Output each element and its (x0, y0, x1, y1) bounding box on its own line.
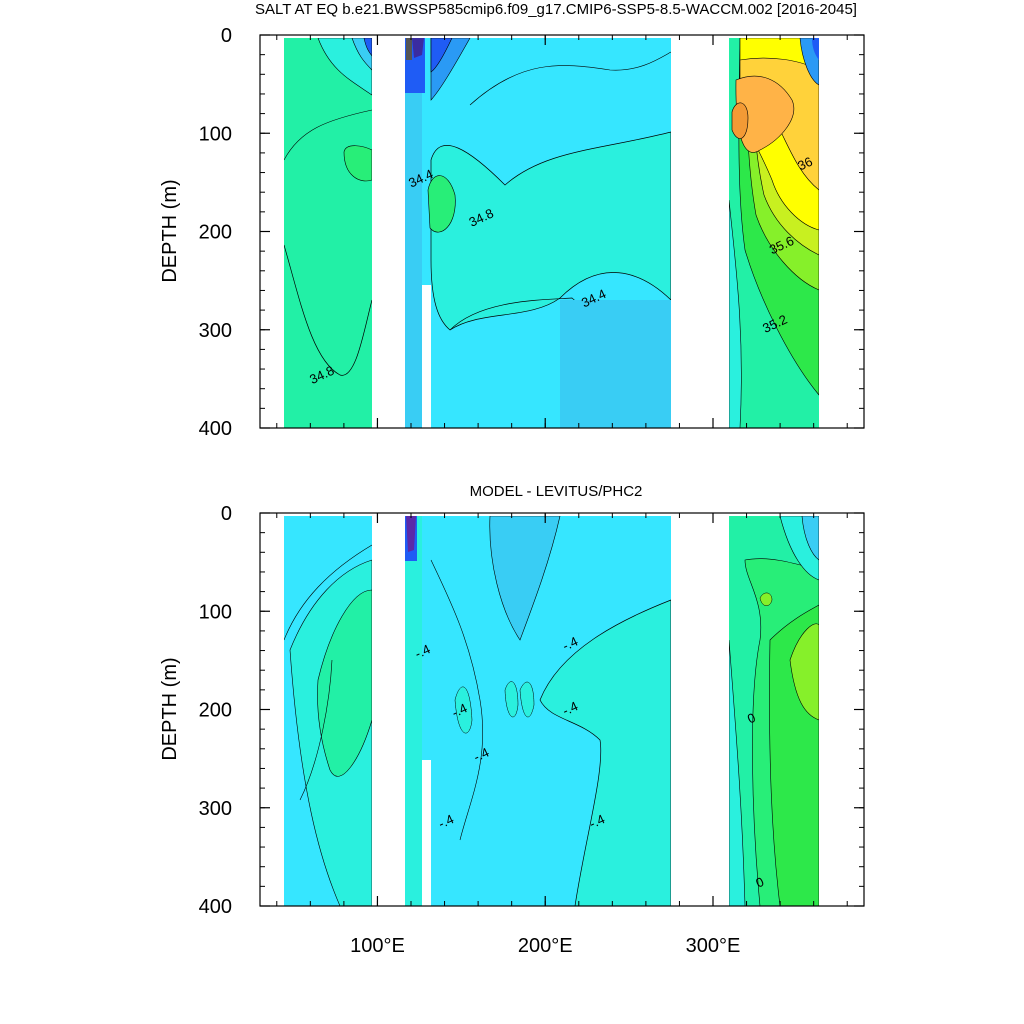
difference-y-tick-label: 0 (221, 503, 232, 525)
salinity-land-gap-2 (372, 35, 405, 428)
difference-y-tick-label: 100 (199, 601, 232, 623)
salinity-panel: SALT AT EQ b.e21.BWSSP585cmip6.f09_g17.C… (159, 1, 865, 440)
salinity-y-tick-label: 0 (221, 25, 232, 47)
difference-pacific-ripples (454, 681, 535, 734)
salinity-pacific-deep-fill (560, 300, 671, 428)
salinity-pacific-34_8-core (427, 175, 456, 233)
salinity-contour-label: 36 (795, 154, 814, 174)
salinity-fill-maritime (405, 38, 422, 428)
difference-contour-label: -.4 (560, 634, 580, 654)
salinity-indian-upper-contour (283, 109, 373, 161)
difference-panel: MODEL - LEVITUS/PHC2 (159, 483, 865, 957)
salinity-top-blank (260, 35, 864, 38)
salinity-land-gap-3 (422, 285, 431, 428)
salinity-atl-east-fresh-core (812, 38, 819, 60)
difference-contour-label: -.4 (449, 700, 469, 720)
difference-contour-label: -.4 (471, 745, 491, 765)
difference-contour-label: -.4 (560, 698, 580, 718)
salinity-fill-maritime-violet (412, 38, 424, 58)
difference-pacific-aqua-east (539, 599, 672, 906)
difference-ylabel: DEPTH (m) (159, 657, 181, 760)
difference-atl-west-neg (728, 639, 746, 906)
difference-contour-label: -.4 (436, 811, 456, 831)
difference-pacific-line (430, 559, 483, 841)
difference-indian-green (317, 589, 373, 777)
salinity-pacific-34_6-tongue (430, 131, 672, 331)
difference-x-tick-label: 200°E (518, 935, 573, 957)
salinity-atl-36_4 (731, 102, 749, 139)
difference-land-gap-3 (422, 760, 431, 906)
difference-fill-maritime-violet (406, 516, 416, 552)
salinity-ylabel: DEPTH (m) (159, 179, 181, 282)
difference-indian-line-2 (299, 659, 333, 801)
salinity-y-tick-label: 400 (199, 418, 232, 440)
difference-y-tick-label: 300 (199, 798, 232, 820)
difference-y-tick-label: 400 (199, 896, 232, 918)
difference-indian-line (283, 544, 373, 641)
difference-y-tick-label: 200 (199, 700, 232, 722)
salinity-fill-maritime-dark (406, 38, 412, 60)
salinity-fill-indian (284, 38, 372, 428)
difference-land-gap-4 (671, 513, 729, 906)
difference-field (260, 513, 864, 906)
difference-contour-label: -.4 (587, 811, 607, 831)
difference-x-tick-label: 100°E (350, 935, 405, 957)
salinity-title: SALT AT EQ b.e21.BWSSP585cmip6.f09_g17.C… (255, 1, 857, 18)
salinity-indian-deep-contour (283, 244, 373, 376)
salinity-y-tick-label: 300 (199, 320, 232, 342)
salinity-field (260, 35, 864, 428)
difference-land-gap-2 (372, 513, 405, 906)
difference-contour-label: -.4 (412, 641, 432, 661)
salinity-y-tick-label: 200 (199, 222, 232, 244)
difference-axis-ticks: 100°E 200°E 300°E 0 100 200 300 400 (199, 503, 864, 957)
salinity-pacific-upper-line (469, 51, 672, 106)
salinity-atl-west-fresh (728, 199, 742, 428)
difference-contour-labels: -.4-.4-.4-.4-.4-.4-.400 (412, 634, 766, 891)
salinity-pacific-wedge-inner (430, 37, 453, 73)
salinity-land-gap-4 (671, 35, 729, 428)
salinity-y-tick-label: 100 (199, 123, 232, 145)
difference-top-blank (260, 513, 864, 516)
difference-x-tick-label: 300°E (686, 935, 741, 957)
difference-atl-lime-small (759, 592, 773, 606)
salinity-axis-ticks: 0 100 200 300 400 (199, 25, 864, 440)
difference-pacific-fresh-patch (489, 515, 561, 641)
difference-fill-maritime (405, 516, 422, 906)
difference-title: MODEL - LEVITUS/PHC2 (470, 483, 643, 500)
